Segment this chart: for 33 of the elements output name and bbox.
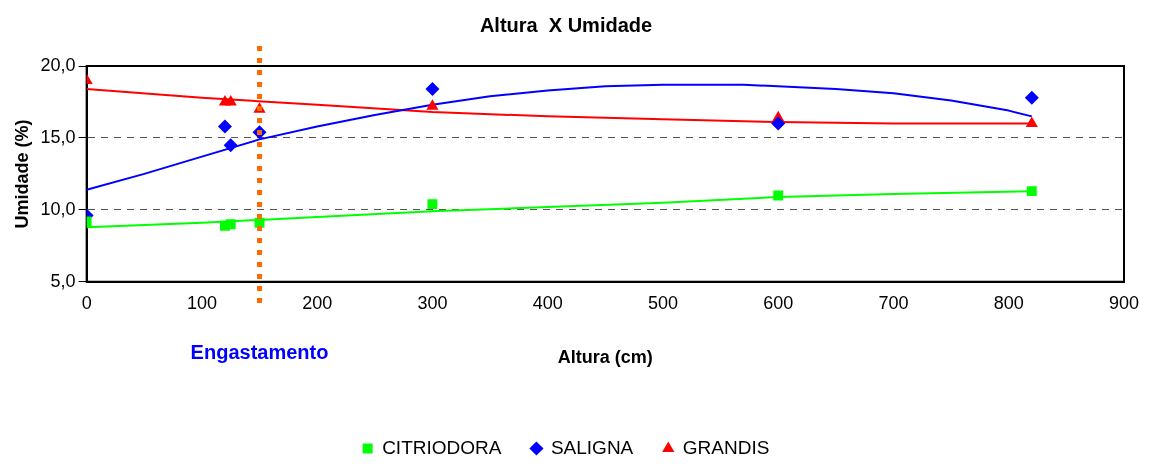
x-axis-title: Altura (cm)	[557, 347, 653, 368]
y-tick-label: 10,0	[40, 198, 76, 219]
x-tick-label: 0	[81, 292, 92, 313]
point	[217, 119, 232, 134]
point	[225, 219, 236, 230]
x-tick-label: 600	[763, 292, 794, 313]
legend-label: SALIGNA	[550, 436, 634, 458]
legend-label: GRANDIS	[682, 436, 770, 458]
ref-line-label: Engastamento	[190, 341, 329, 364]
point	[771, 116, 786, 131]
x-tick-label: 400	[532, 292, 563, 313]
point	[224, 94, 237, 106]
point	[425, 82, 440, 97]
chart-title: Altura X Umidade	[479, 13, 653, 36]
point	[426, 99, 439, 110]
y-tick-label: 5,0	[50, 270, 76, 291]
x-tick-label: 500	[647, 292, 678, 313]
point	[223, 138, 238, 153]
point	[427, 199, 438, 210]
x-tick-label: 800	[993, 292, 1024, 313]
point	[1024, 90, 1039, 105]
y-tick-label: 20,0	[40, 54, 76, 75]
x-tick-label: 300	[417, 292, 448, 313]
y-tick-label: 15,0	[40, 126, 76, 147]
point	[1025, 116, 1038, 128]
x-tick-label: 900	[1108, 292, 1140, 313]
y-axis-title: Umidade (%)	[11, 119, 32, 229]
x-tick-label: 100	[186, 292, 217, 313]
point	[1026, 186, 1037, 197]
x-tick-label: 200	[302, 292, 333, 313]
legend-label: CITRIODORA	[382, 436, 502, 458]
point	[773, 190, 784, 201]
x-tick-label: 700	[878, 292, 909, 313]
